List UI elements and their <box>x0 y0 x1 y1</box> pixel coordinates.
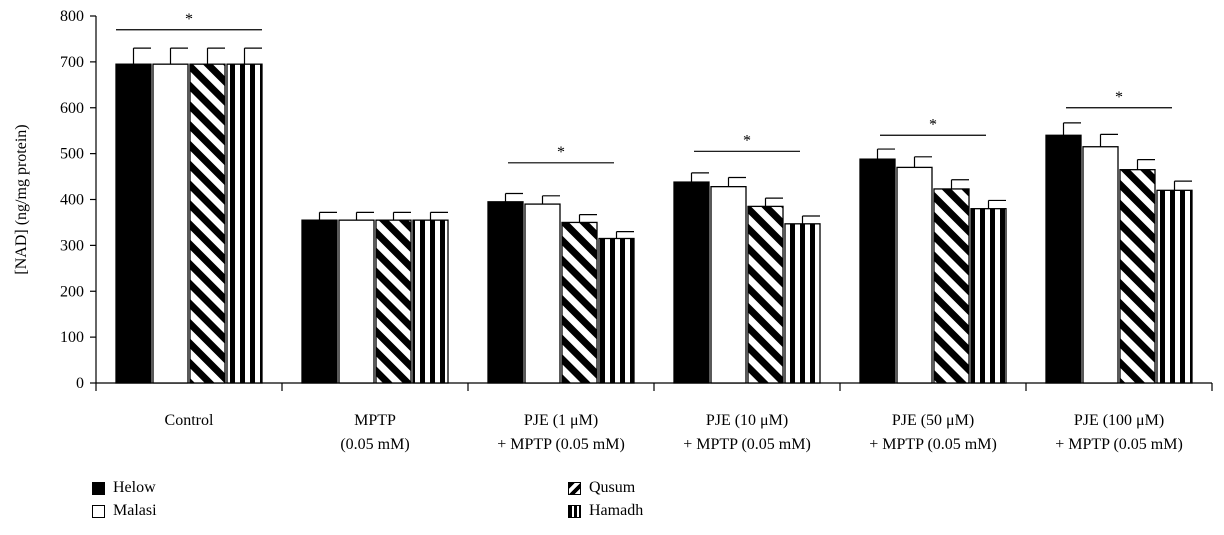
y-tick-label: 800 <box>60 8 84 25</box>
bar <box>673 181 710 384</box>
bar <box>524 203 561 384</box>
category-label: MPTP <box>354 412 396 429</box>
bar <box>1045 134 1082 384</box>
category-label: PJE (1 μM) <box>524 412 598 429</box>
bar <box>1119 169 1156 384</box>
significance-star: * <box>1115 89 1123 106</box>
significance-markers: * * * * * <box>116 11 1172 164</box>
category-label: + MPTP (0.05 mM) <box>497 436 625 453</box>
category-label: PJE (50 μM) <box>892 412 974 429</box>
significance-star: * <box>185 11 193 28</box>
legend-swatch-helow <box>92 481 105 495</box>
legend-item-helow: Helow <box>92 478 156 498</box>
bar <box>152 63 189 384</box>
bar <box>747 205 784 384</box>
legend-label: Hamadh <box>589 502 644 519</box>
error-bars <box>132 47 1192 239</box>
y-tick-label: 600 <box>60 100 84 117</box>
bar <box>970 208 1007 384</box>
category-label: + MPTP (0.05 mM) <box>683 436 811 453</box>
y-tick-label: 100 <box>60 329 84 346</box>
bar <box>1082 146 1119 384</box>
legend-swatch-hamadh <box>568 504 581 518</box>
legend-item-malasi: Malasi <box>92 501 157 521</box>
bar <box>859 158 896 384</box>
bars <box>115 63 1193 384</box>
y-axis-label: [NAD] (ng/mg protein) <box>13 124 30 274</box>
category-label: PJE (100 μM) <box>1074 412 1164 429</box>
category-label: (0.05 mM) <box>340 436 409 453</box>
bar <box>375 219 412 384</box>
y-tick-label: 300 <box>60 237 84 254</box>
significance-star: * <box>929 116 937 133</box>
bar <box>338 219 375 384</box>
y-tick-label: 500 <box>60 146 84 163</box>
legend-label: Malasi <box>113 502 157 519</box>
significance-star: * <box>557 144 565 161</box>
bar-chart: * * * * * 0 100 200 300 400 500 600 700 800 [NAD] (ng… <box>13 8 1213 453</box>
y-tick-label: 700 <box>60 54 84 71</box>
legend-item-qusum: Qusum <box>568 478 635 498</box>
legend-swatch-qusum <box>568 481 581 495</box>
legend-label: Helow <box>113 479 156 496</box>
y-tick-label: 200 <box>60 283 84 300</box>
bar <box>115 63 152 384</box>
category-label: + MPTP (0.05 mM) <box>869 436 997 453</box>
bar <box>598 237 635 384</box>
bar <box>1156 189 1193 384</box>
axes <box>90 15 1213 391</box>
legend-item-hamadh: Hamadh <box>568 501 643 521</box>
category-label: PJE (10 μM) <box>706 412 788 429</box>
y-tick-label: 0 <box>76 375 84 392</box>
significance-star: * <box>743 132 751 149</box>
bar <box>933 188 970 384</box>
bar <box>561 221 598 384</box>
bar <box>412 219 449 384</box>
legend-label: Qusum <box>589 479 636 496</box>
bar <box>896 166 933 384</box>
labels: 0 100 200 300 400 500 600 700 800 [NAD] (ng/mg pr… <box>13 8 1183 453</box>
bar <box>710 186 747 384</box>
bar <box>301 219 338 384</box>
bar <box>487 201 524 384</box>
category-label: Control <box>165 412 214 429</box>
category-label: + MPTP (0.05 mM) <box>1055 436 1183 453</box>
bar <box>784 223 821 384</box>
y-tick-label: 400 <box>60 192 84 209</box>
bar <box>189 63 226 384</box>
bar <box>226 63 263 384</box>
legend-swatch-malasi <box>92 504 105 518</box>
